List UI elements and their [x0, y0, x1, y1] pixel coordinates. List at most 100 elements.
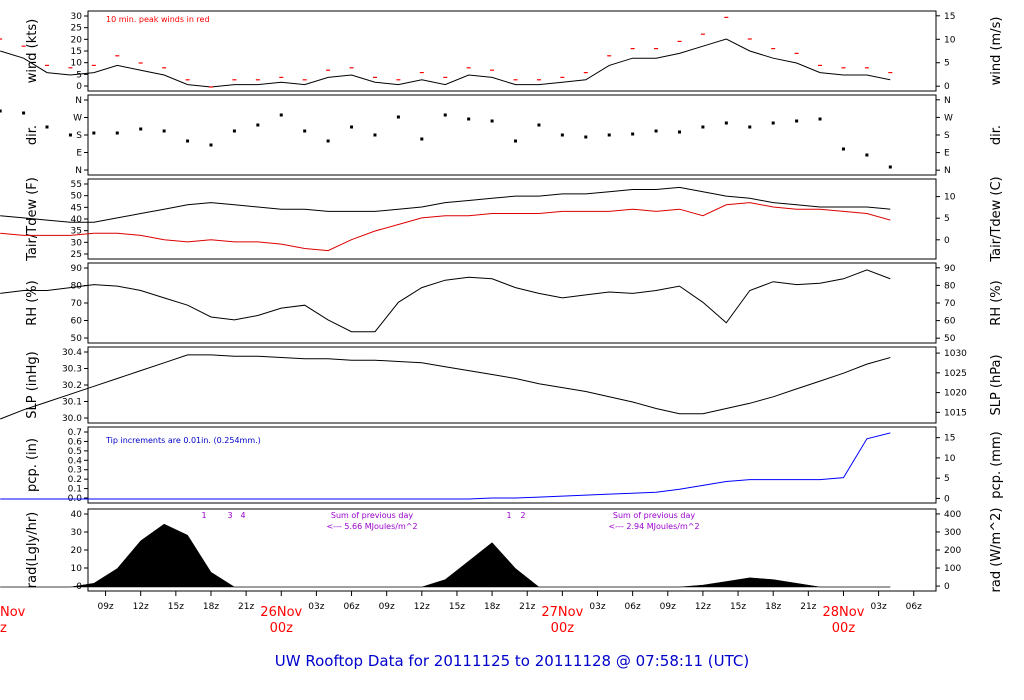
- rh-ytick-label: 50: [71, 334, 83, 344]
- hour-label: 21z: [519, 602, 535, 612]
- rh-series: [0, 269, 891, 333]
- dir-point: [396, 115, 400, 119]
- wind-ytick-label: 20: [71, 35, 83, 45]
- temp-rtick-label: 10: [944, 193, 956, 203]
- dir-series: [0, 109, 892, 169]
- slp-ytick-label: 30.1: [62, 398, 82, 408]
- panel-slp: SLP (inHg) SLP (hPa) 30.4 30.3 30.2 30.1 30.0 1…: [25, 346, 1004, 424]
- pcp-ytick-label: 0.1: [68, 485, 82, 495]
- temp-ytick-label: 55: [71, 180, 82, 190]
- day-hour-label-cut: z: [0, 621, 7, 636]
- dir-point: [350, 125, 354, 129]
- slp-ytick-label: 30.0: [62, 414, 82, 424]
- dir-point: [209, 143, 213, 147]
- rad-ytick-label: 30: [71, 528, 83, 538]
- hour-label: 21z: [238, 602, 254, 612]
- panel-temp-right-label: Tair/Tdew (C): [989, 176, 1004, 262]
- slp-line: [0, 354, 891, 420]
- temp-ytick-label: 25: [71, 250, 82, 260]
- rad-marker: 4: [240, 511, 245, 520]
- temp-ytick-label: 50: [71, 192, 83, 202]
- pcp-line: [0, 432, 891, 500]
- rad-rtick-label: 0: [944, 582, 950, 592]
- dir-point: [443, 113, 447, 117]
- panel-pcp-right-label: pcp. (mm): [989, 431, 1004, 498]
- panel-slp-right-label: SLP (hPa): [989, 354, 1004, 415]
- dir-rtick-label: S: [944, 131, 950, 141]
- rh-ytick-label: 60: [71, 317, 83, 327]
- slp-rtick-label: 1020: [944, 389, 967, 399]
- pcp-rtick-label: 15: [944, 434, 955, 444]
- temp-series: [0, 186, 891, 252]
- wind-speed-line: [0, 38, 891, 88]
- hour-label: 03z: [308, 602, 324, 612]
- rad-ytick-label: 40: [71, 510, 83, 520]
- dir-point: [162, 129, 166, 133]
- hour-label: 03z: [871, 602, 887, 612]
- dir-point: [139, 127, 143, 131]
- day-hour-label: 00z: [832, 621, 856, 636]
- day-date-label: 26Nov: [260, 605, 302, 620]
- dir-point: [654, 129, 658, 133]
- rad-marker: 1: [506, 511, 511, 520]
- dir-point: [92, 131, 96, 135]
- temp-rtick-label: 0: [944, 236, 950, 246]
- rad-marker: 1: [201, 511, 206, 520]
- dir-point: [631, 132, 635, 136]
- hour-label: 09z: [660, 602, 676, 612]
- dir-point: [818, 117, 822, 121]
- dir-point: [865, 153, 869, 157]
- dir-point: [373, 133, 377, 137]
- dir-point: [701, 125, 705, 129]
- hour-label: 12z: [695, 602, 711, 612]
- dir-point: [771, 121, 775, 125]
- hour-label: 15z: [168, 602, 184, 612]
- panel-temp: Tair/Tdew (F) Tair/Tdew (C)55504540353025…: [25, 176, 1004, 262]
- rad-marker: 2: [520, 511, 525, 520]
- dir-ytick-label: W: [73, 114, 82, 124]
- pcp-ytick-label: 0.6: [68, 437, 83, 447]
- slp-series: [0, 354, 891, 420]
- dir-point: [795, 119, 799, 123]
- rad-rtick-label: 400: [944, 510, 961, 520]
- hour-label: 18z: [484, 602, 500, 612]
- slp-rtick-label: 1015: [944, 408, 967, 418]
- hour-label: 15z: [730, 602, 746, 612]
- temp-ytick-label: 30: [71, 238, 83, 248]
- pcp-ytick-label: 0.4: [68, 456, 83, 466]
- pcp-ytick-label: 0.3: [68, 466, 82, 476]
- dir-point: [607, 133, 611, 137]
- rh-rtick-label: 60: [944, 317, 956, 327]
- rh-rtick-label: 90: [944, 264, 956, 274]
- wind-note: 10 min. peak winds in red: [106, 15, 210, 24]
- wind-rtick-label: 5: [944, 59, 950, 69]
- panel-wind-left-label: wind (kts): [25, 19, 40, 83]
- dir-point: [537, 123, 541, 127]
- dir-point: [115, 131, 119, 135]
- rad-day-note-line1: Sum of previous day: [331, 511, 413, 520]
- panel-rh-left-label: RH (%): [25, 280, 40, 325]
- panel-dir-left-label: dir.: [25, 125, 40, 145]
- hour-label: 03z: [589, 602, 605, 612]
- footer-title: UW Rooftop Data for 20111125 to 20111128…: [275, 652, 749, 670]
- dir-point: [490, 119, 494, 123]
- rh-line: [0, 269, 891, 333]
- dir-ytick-label: E: [76, 149, 82, 159]
- temp-ytick-label: 35: [71, 227, 82, 237]
- hour-label: 06z: [625, 602, 641, 612]
- hour-label: 21z: [800, 602, 816, 612]
- dir-point: [677, 130, 681, 134]
- hour-label: 06z: [906, 602, 922, 612]
- slp-ytick-label: 30.3: [62, 365, 82, 375]
- rad-day-note-line1: Sum of previous day: [613, 511, 695, 520]
- hour-label: 06z: [343, 602, 359, 612]
- panel-wind-right-label: wind (m/s): [989, 17, 1004, 86]
- day-date-label-cut: Nov: [0, 605, 26, 620]
- dir-point: [841, 147, 845, 151]
- dir-ytick-label: N: [75, 96, 82, 106]
- hour-label: 09z: [379, 602, 395, 612]
- dir-point: [560, 133, 564, 137]
- rh-ytick-label: 90: [71, 264, 83, 274]
